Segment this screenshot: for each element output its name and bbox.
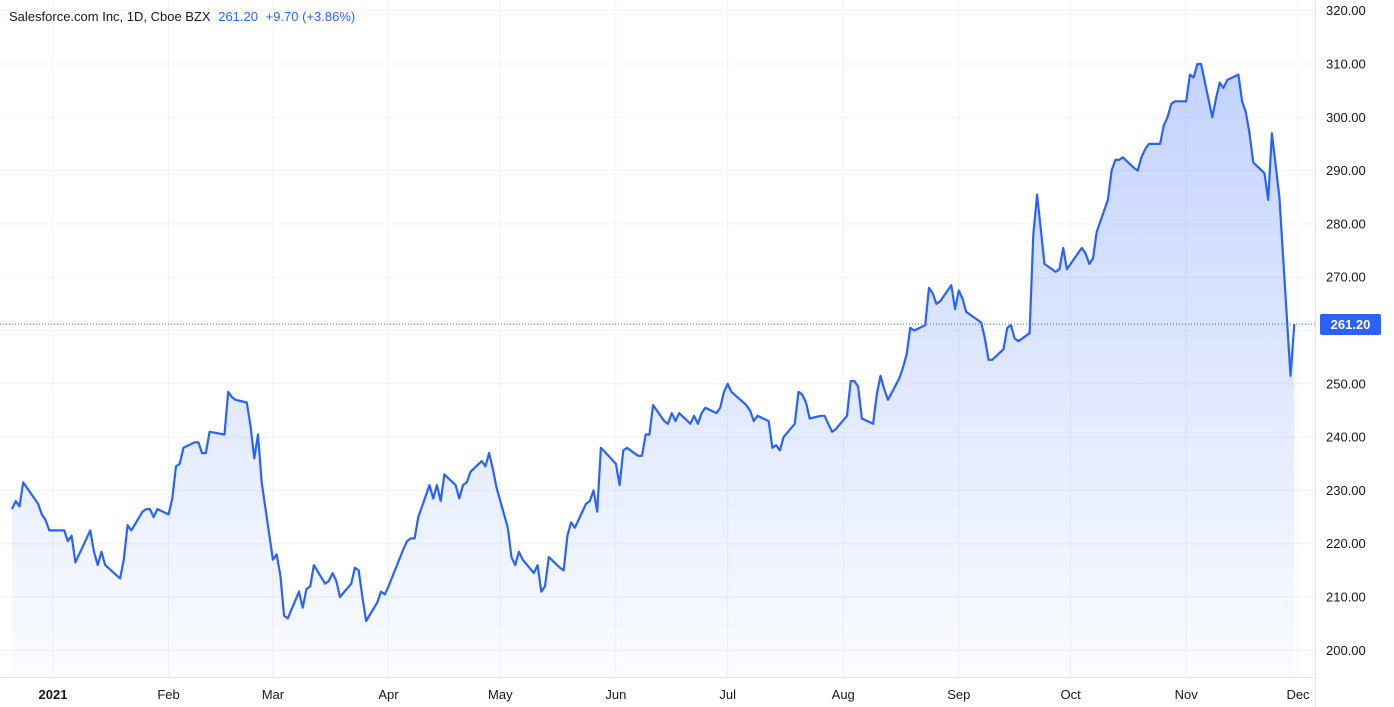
price-tick-label: 220.00: [1326, 536, 1366, 551]
price-tick-label: 230.00: [1326, 483, 1366, 498]
legend-last-price: 261.20: [218, 9, 258, 24]
time-tick-label: Mar: [262, 687, 285, 702]
time-tick-label: Aug: [832, 687, 855, 702]
legend-symbol: Salesforce.com Inc, 1D, Cboe BZX: [9, 9, 211, 24]
price-tick-label: 250.00: [1326, 376, 1366, 391]
time-tick-label: Oct: [1061, 687, 1082, 702]
price-tick-label: 270.00: [1326, 270, 1366, 285]
time-tick-label: 2021: [39, 687, 68, 702]
series-line: [11, 62, 1296, 623]
time-tick-label: Jun: [605, 687, 626, 702]
price-tick-label: 280.00: [1326, 216, 1366, 231]
price-tick-label: 240.00: [1326, 430, 1366, 445]
time-tick-label: Dec: [1286, 687, 1310, 702]
price-tick-label: 290.00: [1326, 163, 1366, 178]
time-tick-label: May: [488, 687, 513, 702]
legend-change: +9.70 (+3.86%): [265, 9, 356, 24]
price-tick-label: 210.00: [1326, 590, 1366, 605]
time-tick-label: Sep: [947, 687, 970, 702]
price-tick-label: 310.00: [1326, 56, 1366, 71]
time-tick-label: Jul: [719, 687, 736, 702]
time-tick-label: Feb: [157, 687, 179, 702]
last-price-tag: 261.20: [1320, 313, 1381, 335]
chart-legend: Salesforce.com Inc, 1D, Cboe BZX 261.20 …: [9, 9, 359, 24]
price-tick-label: 320.00: [1326, 3, 1366, 18]
price-tick-label: 200.00: [1326, 643, 1366, 658]
time-tick-label: Apr: [378, 687, 399, 702]
time-tick-label: Nov: [1175, 687, 1199, 702]
price-tick-label: 300.00: [1326, 110, 1366, 125]
series-area: [12, 64, 1295, 677]
